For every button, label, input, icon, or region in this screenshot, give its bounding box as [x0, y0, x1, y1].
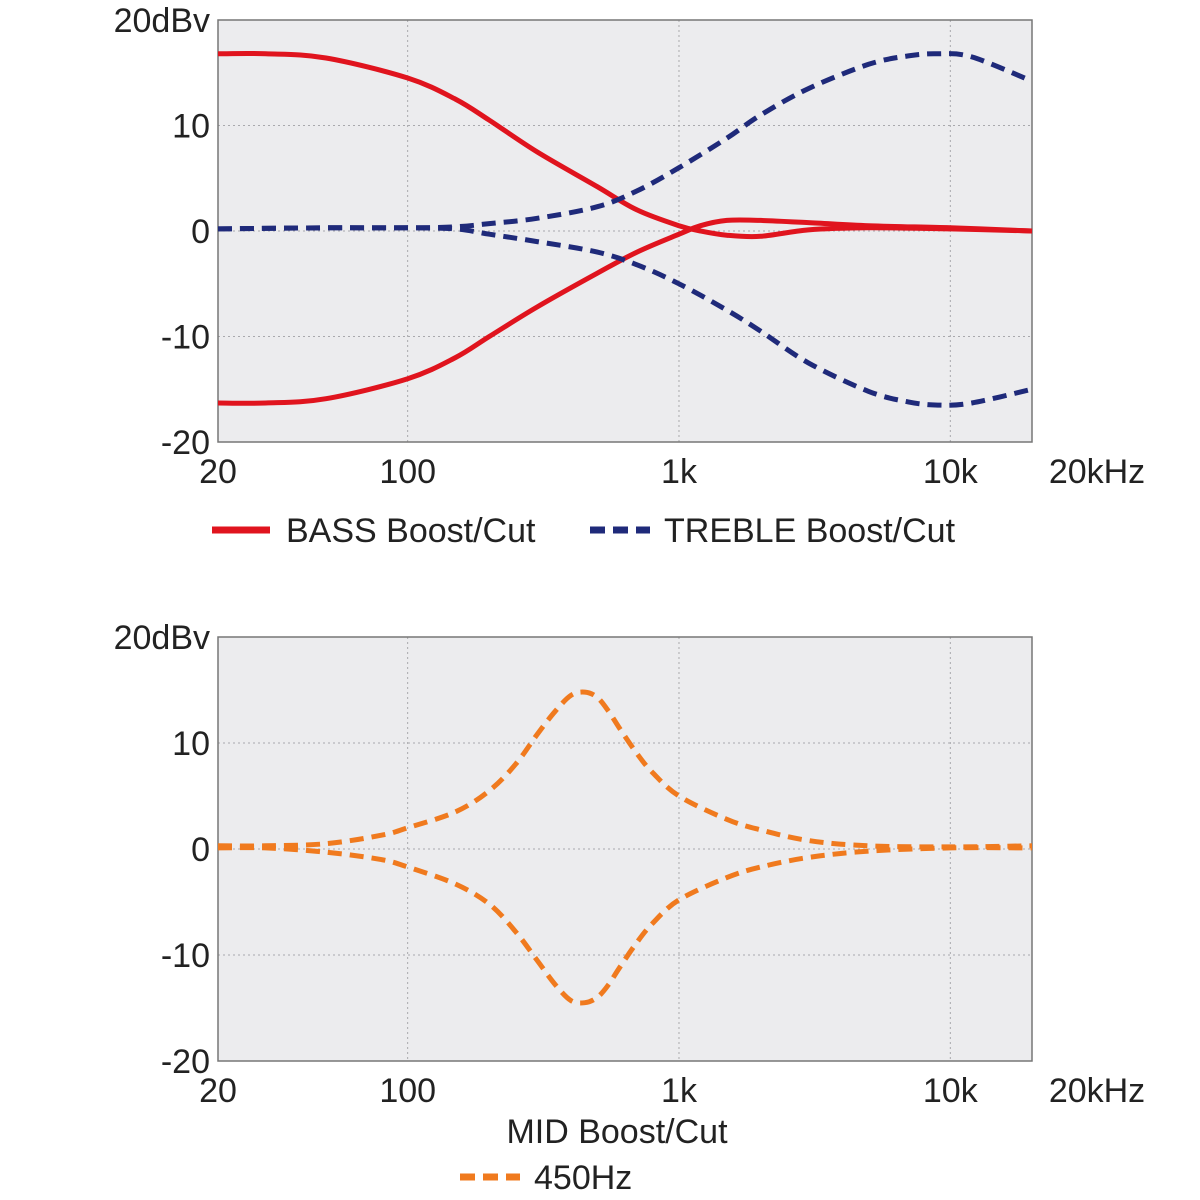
x-axis: 20 100 1k 10k 20kHz [199, 1072, 1145, 1110]
x-tick-label: 100 [379, 453, 436, 491]
y-tick-label: -20 [161, 424, 210, 462]
series-line [217, 50, 1033, 240]
x-tick-label: 20 [199, 453, 237, 491]
x-axis: 20 100 1k 10k 20kHz [199, 453, 1145, 491]
y-axis: 20dBv 10 0 -10 -20 [114, 2, 210, 462]
x-tick-label: 10k [923, 1072, 979, 1110]
y-tick-label: 20dBv [114, 2, 210, 40]
x-tick-label: 20kHz [1049, 453, 1145, 491]
x-tick-label: 1k [661, 1072, 698, 1110]
x-tick-label: 10k [923, 453, 979, 491]
x-tick-label: 20kHz [1049, 1072, 1145, 1110]
y-tick-label: 10 [172, 108, 210, 146]
legend-label-450hz: 450Hz [534, 1159, 632, 1197]
y-tick-label: 10 [172, 725, 210, 763]
y-tick-label: -10 [161, 937, 210, 975]
y-tick-label: 20dBv [114, 619, 210, 657]
y-tick-label: -20 [161, 1043, 210, 1081]
legend: 450Hz [460, 1159, 632, 1197]
series-line [217, 217, 1033, 406]
x-tick-label: 1k [661, 453, 698, 491]
legend: BASS Boost/Cut TREBLE Boost/Cut [212, 512, 956, 550]
legend-label-treble: TREBLE Boost/Cut [664, 512, 956, 550]
legend-label-bass: BASS Boost/Cut [286, 512, 536, 550]
y-tick-label: 0 [191, 213, 210, 251]
x-tick-label: 100 [379, 1072, 436, 1110]
x-tick-label: 20 [199, 1072, 237, 1110]
series-group [217, 50, 1033, 408]
chart-title: MID Boost/Cut [506, 1113, 728, 1151]
y-axis: 20dBv 10 0 -10 -20 [114, 619, 210, 1081]
series-line [217, 225, 1033, 408]
y-tick-label: -10 [161, 319, 210, 357]
plot-frame [217, 636, 1033, 1062]
y-tick-label: 0 [191, 831, 210, 869]
